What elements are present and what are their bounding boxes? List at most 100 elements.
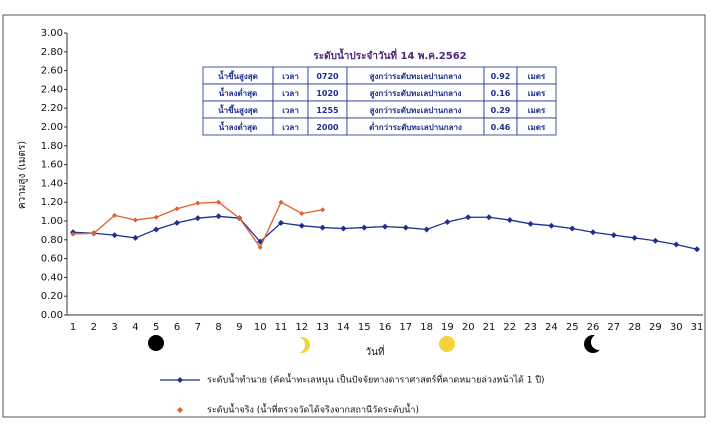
x-tick-label: 18 <box>420 322 433 333</box>
x-tick-label: 30 <box>670 322 683 333</box>
series-line <box>72 215 698 250</box>
x-tick-label: 27 <box>607 322 620 333</box>
data-point <box>548 222 555 229</box>
data-point <box>278 199 284 205</box>
data-point <box>174 219 180 226</box>
x-tick-label: 17 <box>399 322 412 333</box>
y-tick-label: 1.80 <box>41 141 63 152</box>
last-quarter-icon <box>584 334 607 353</box>
data-point <box>402 224 409 231</box>
table-text: สูงกว่าระดับทะเลปานกลาง <box>370 89 462 99</box>
x-tick-label: 25 <box>566 322 579 333</box>
table-text: 0.46 <box>491 123 511 132</box>
legend-label: ระดับน้ำจริง (น้ำที่ตรวจวัดได้จริงจากสถา… <box>207 403 419 416</box>
data-point <box>91 230 97 236</box>
x-tick-label: 1 <box>70 322 76 333</box>
y-tick-label: 2.20 <box>41 103 63 114</box>
data-point <box>132 217 138 223</box>
legend-marker <box>177 377 183 383</box>
data-point <box>506 217 513 224</box>
data-point <box>132 234 139 241</box>
data-point <box>195 200 201 206</box>
x-tick-label: 23 <box>524 322 537 333</box>
legend-marker <box>177 407 183 413</box>
x-tick-label: 13 <box>316 322 329 333</box>
data-point <box>444 218 451 225</box>
table-text: เมตร <box>528 72 546 81</box>
x-tick-label: 16 <box>379 322 392 333</box>
data-point <box>111 232 118 239</box>
x-tick-label: 5 <box>153 322 159 333</box>
full-moon-icon <box>439 336 455 352</box>
series-line <box>72 201 323 249</box>
x-tick-label: 8 <box>215 322 221 333</box>
x-tick-label: 19 <box>441 322 454 333</box>
x-tick-label: 26 <box>587 322 600 333</box>
y-tick-label: 1.40 <box>41 178 63 189</box>
x-tick-label: 3 <box>111 322 117 333</box>
x-tick-label: 10 <box>254 322 267 333</box>
data-point <box>278 219 284 226</box>
table-text: 0.92 <box>491 72 511 81</box>
table-text: เวลา <box>282 123 299 132</box>
y-tick-label: 0.40 <box>41 272 63 283</box>
table-text: สูงกว่าระดับทะเลปานกลาง <box>370 106 462 116</box>
data-point <box>486 214 492 221</box>
data-point <box>153 214 159 220</box>
data-point <box>527 220 534 227</box>
data-point <box>465 214 472 221</box>
table-text: ต่ำกว่าระดับทะเลปานกลาง <box>369 121 462 132</box>
data-point <box>610 232 617 239</box>
table-text: 1255 <box>316 106 339 115</box>
first-quarter-icon <box>289 337 310 353</box>
data-point <box>652 237 659 244</box>
data-point <box>319 224 326 231</box>
table-text: 0.29 <box>491 106 511 115</box>
x-tick-label: 11 <box>275 322 288 333</box>
table-text: 0.16 <box>491 89 511 98</box>
data-point <box>112 212 118 218</box>
x-tick-label: 14 <box>337 322 350 333</box>
x-tick-label: 24 <box>545 322 558 333</box>
data-point <box>174 206 180 212</box>
y-tick-label: 0.00 <box>41 310 63 321</box>
data-point <box>320 207 326 213</box>
y-axis-label: ความสูง (เมตร) <box>17 141 28 209</box>
x-tick-label: 20 <box>462 322 475 333</box>
table-text: 0720 <box>316 72 339 81</box>
table-text: เวลา <box>282 106 299 115</box>
data-point <box>70 231 76 237</box>
data-point <box>153 226 160 233</box>
data-point <box>569 225 576 232</box>
data-point <box>298 222 305 229</box>
data-point <box>299 210 305 216</box>
data-point <box>216 199 222 205</box>
table-text: เวลา <box>282 89 299 98</box>
x-tick-label: 6 <box>174 322 180 333</box>
data-point <box>257 244 263 250</box>
x-tick-label: 7 <box>195 322 201 333</box>
x-tick-label: 9 <box>236 322 242 333</box>
x-tick-label: 21 <box>483 322 496 333</box>
x-tick-label: 15 <box>358 322 371 333</box>
data-point <box>236 215 242 221</box>
table-text: น้ำลงต่ำสุด <box>219 87 258 99</box>
table-text: น้ำลงต่ำสุด <box>219 121 258 133</box>
data-point <box>194 215 201 222</box>
table-text: เมตร <box>528 89 546 98</box>
y-tick-label: 2.00 <box>41 122 63 133</box>
table-text: น้ำขึ้นสูงสุด <box>218 104 258 116</box>
table-text: 2000 <box>316 123 339 132</box>
table-text: เวลา <box>282 72 299 81</box>
data-point <box>423 226 430 233</box>
data-point <box>215 213 222 220</box>
data-point <box>382 223 388 230</box>
table-text: น้ำขึ้นสูงสุด <box>218 70 258 82</box>
y-tick-label: 1.20 <box>41 197 63 208</box>
y-tick-label: 2.80 <box>41 47 63 58</box>
x-tick-label: 4 <box>132 322 138 333</box>
data-point <box>590 229 596 236</box>
frame <box>2 14 706 418</box>
